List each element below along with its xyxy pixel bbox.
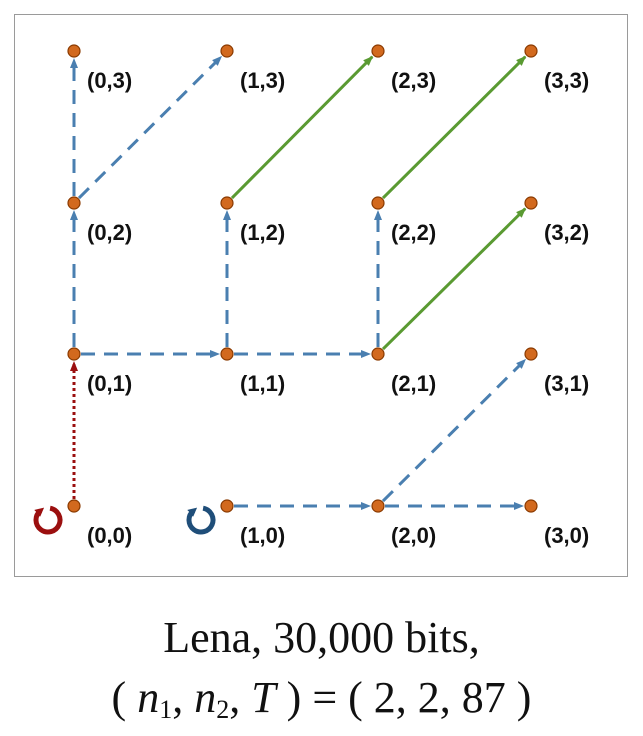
caption-values: 2, 2, 87 xyxy=(373,673,506,722)
node-2-0 xyxy=(371,499,385,513)
node-label-2-3: (2,3) xyxy=(391,68,436,93)
node-label-0-1: (0,1) xyxy=(87,371,132,396)
caption-close-paren: ) xyxy=(505,673,532,722)
caption-equals: ) = ( xyxy=(275,673,374,722)
self-loop-1-0 xyxy=(186,505,216,535)
node-label-1-3: (1,3) xyxy=(240,68,285,93)
node-2-2 xyxy=(371,196,385,210)
node-0-3 xyxy=(67,44,81,58)
node-3-0 xyxy=(524,499,538,513)
node-1-2 xyxy=(220,196,234,210)
node-3-2 xyxy=(524,196,538,210)
node-label-2-1: (2,1) xyxy=(391,371,436,396)
caption-line-1: Lena, 30,000 bits, xyxy=(163,613,480,662)
edge-2-0-to-3-1 xyxy=(381,358,527,503)
node-label-0-2: (0,2) xyxy=(87,220,132,245)
node-0-2 xyxy=(67,196,81,210)
node-label-3-0: (3,0) xyxy=(544,523,589,548)
edge-1-2-to-2-3 xyxy=(230,55,374,200)
caption-open-paren: ( xyxy=(111,673,138,722)
node-1-1 xyxy=(220,347,234,361)
node-2-1 xyxy=(371,347,385,361)
node-label-0-0: (0,0) xyxy=(87,523,132,548)
node-label-2-0: (2,0) xyxy=(391,523,436,548)
node-3-3 xyxy=(524,44,538,58)
caption-n1-subscript: 1 xyxy=(159,695,173,724)
caption-separator-2: , xyxy=(229,673,252,722)
diagram-frame xyxy=(14,14,628,577)
node-label-0-3: (0,3) xyxy=(87,68,132,93)
caption-n1-symbol: n xyxy=(137,673,160,722)
edge-2-2-to-3-3 xyxy=(381,55,527,200)
edge-0-2-to-1-3 xyxy=(77,55,223,200)
caption-n2-subscript: 2 xyxy=(216,695,230,724)
node-2-3 xyxy=(371,44,385,58)
caption-t-symbol: T xyxy=(251,673,276,722)
caption-n2-symbol: n xyxy=(194,673,217,722)
node-label-1-0: (1,0) xyxy=(240,523,285,548)
caption-line-2: ( n1, n2, T ) = ( 2, 2, 87 ) xyxy=(0,676,643,723)
node-label-3-3: (3,3) xyxy=(544,68,589,93)
node-label-2-2: (2,2) xyxy=(391,220,436,245)
node-0-1 xyxy=(67,347,81,361)
node-label-3-2: (3,2) xyxy=(544,220,589,245)
node-1-3 xyxy=(220,44,234,58)
node-label-1-2: (1,2) xyxy=(240,220,285,245)
self-loop-0-0 xyxy=(33,505,63,535)
node-label-1-1: (1,1) xyxy=(240,371,285,396)
node-1-0 xyxy=(220,499,234,513)
node-label-3-1: (3,1) xyxy=(544,371,589,396)
caption-separator-1: , xyxy=(172,673,195,722)
node-0-0 xyxy=(67,499,81,513)
node-3-1 xyxy=(524,347,538,361)
edge-2-1-to-3-2 xyxy=(381,207,527,351)
state-transition-diagram: (0,0) (1,0) (2,0) (3,0) (0,1) (1,1) (2,1) (3,1)… xyxy=(33,44,589,548)
